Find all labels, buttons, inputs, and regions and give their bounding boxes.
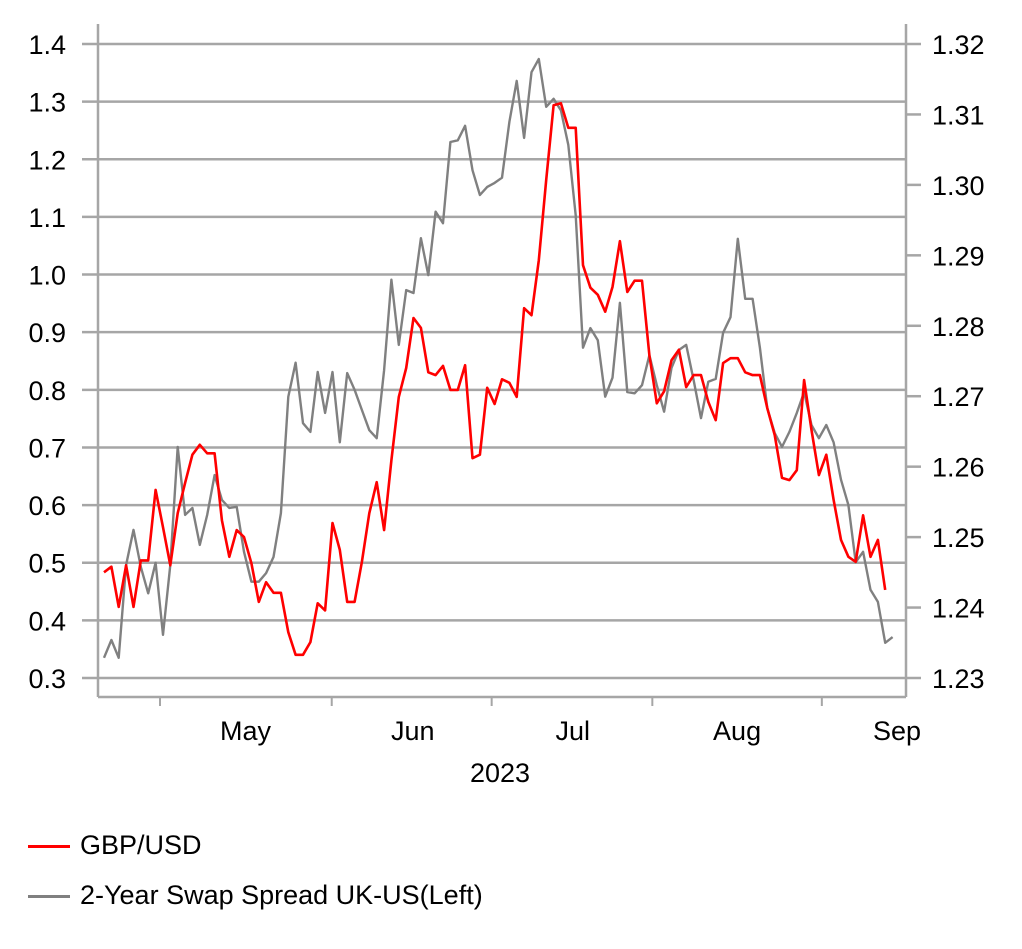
left-y-tick-label: 1.0 xyxy=(28,261,66,291)
legend-item-swap-spread: 2-Year Swap Spread UK-US(Left) xyxy=(28,870,483,920)
right-y-tick-label: 1.28 xyxy=(932,312,985,342)
x-tick-label: May xyxy=(220,716,272,746)
legend-swatch-red-line xyxy=(28,844,70,848)
series-lines xyxy=(102,57,894,659)
left-y-tick-label: 0.6 xyxy=(28,491,66,521)
legend-label: GBP/USD xyxy=(80,830,202,860)
legend-label: 2-Year Swap Spread UK-US(Left) xyxy=(80,880,483,910)
legend-swatch-grey-line xyxy=(28,894,70,898)
right-y-tick-label: 1.24 xyxy=(932,594,985,624)
x-tick-label: Jul xyxy=(555,716,590,746)
left-y-tick-label: 0.5 xyxy=(28,549,66,579)
right-y-tick-label: 1.31 xyxy=(932,100,985,130)
right-y-tick-label: 1.27 xyxy=(932,382,985,412)
gbpusd-line xyxy=(103,101,887,657)
right-y-tick-label: 1.32 xyxy=(932,30,985,60)
left-y-tick-label: 0.9 xyxy=(28,318,66,348)
left-y-axis-tick-labels: 0.3 0.4 0.5 0.6 0.7 0.8 0.9 1.0 1.1 1.2 1.3 1.4 xyxy=(28,30,66,694)
right-y-tick-label: 1.30 xyxy=(932,171,985,201)
left-y-tick-label: 1.1 xyxy=(28,203,66,233)
left-y-tick-label: 0.4 xyxy=(28,606,66,636)
x-axis-year-label: 2023 xyxy=(470,758,530,788)
right-y-tick-label: 1.23 xyxy=(932,664,985,694)
left-y-tick-label: 1.3 xyxy=(28,88,66,118)
legend-item-gbpusd: GBP/USD xyxy=(28,820,483,870)
x-tick-label: Aug xyxy=(713,716,761,746)
axes xyxy=(96,24,908,699)
left-y-tick-label: 1.2 xyxy=(28,145,66,175)
left-y-tick-label: 0.7 xyxy=(28,433,66,463)
left-y-tick-label: 0.8 xyxy=(28,376,66,406)
legend: GBP/USD 2-Year Swap Spread UK-US(Left) xyxy=(28,820,483,920)
x-axis-ticks: May Jun Jul Aug Sep xyxy=(159,697,921,746)
right-y-tick-label: 1.26 xyxy=(932,453,985,483)
right-y-tick-label: 1.29 xyxy=(932,241,985,271)
left-y-tick-label: 1.4 xyxy=(28,30,66,60)
x-tick-label: Jun xyxy=(391,716,435,746)
right-y-axis-tick-labels: 1.23 1.24 1.25 1.26 1.27 1.28 1.29 1.30 1.31 1.32 xyxy=(906,30,985,694)
gridlines xyxy=(82,42,906,680)
x-tick-label: Sep xyxy=(873,716,921,746)
left-y-tick-label: 0.3 xyxy=(28,664,66,694)
right-y-tick-label: 1.25 xyxy=(932,523,985,553)
swap-spread-line xyxy=(102,57,894,659)
